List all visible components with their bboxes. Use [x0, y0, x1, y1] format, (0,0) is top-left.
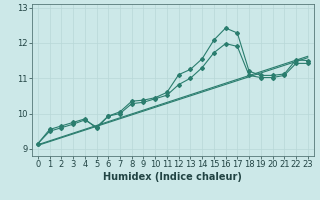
X-axis label: Humidex (Indice chaleur): Humidex (Indice chaleur)	[103, 172, 242, 182]
